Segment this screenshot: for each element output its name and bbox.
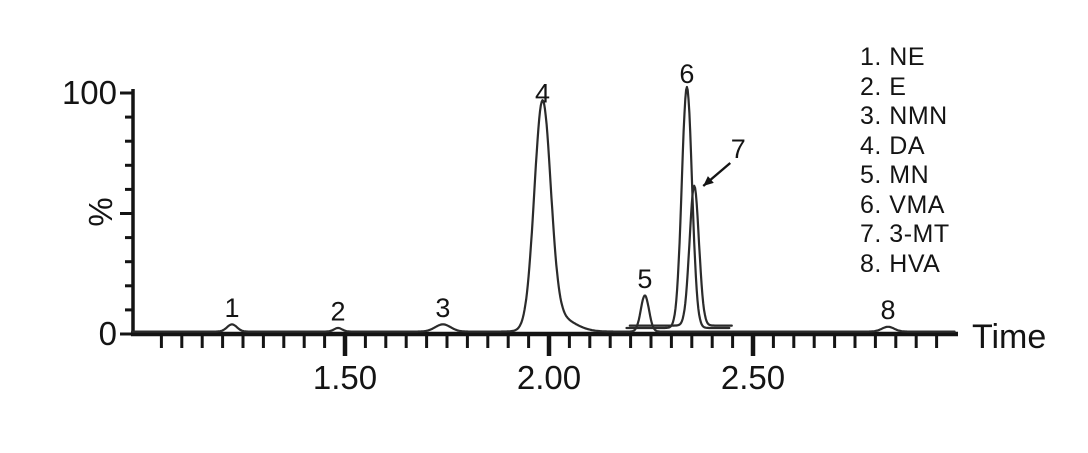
legend: 1. NE 2. E 3. NMN 4. DA 5. MN 6. VMA 7. 3-MT 8.… [860, 43, 950, 279]
legend-item: 8. HVA [860, 249, 941, 278]
trace-mt-trace [628, 184, 733, 327]
y-axis-title: % [82, 197, 119, 226]
peak-label-1: 1 [224, 293, 239, 323]
legend-item: 1. NE [860, 43, 926, 71]
peak-label-5: 5 [637, 264, 652, 294]
x-tick-label: 2.00 [517, 359, 581, 396]
trace-vma-trace [625, 85, 731, 330]
y-tick-label: 0 [99, 315, 117, 352]
peak-label-3: 3 [435, 293, 450, 323]
trace-main [130, 99, 956, 333]
peak-label-2: 2 [331, 296, 346, 326]
legend-item: 6. VMA [860, 190, 945, 219]
peak-7-arrowhead [703, 176, 714, 186]
legend-item: 3. NMN [860, 102, 948, 130]
peak-label-6: 6 [679, 59, 694, 89]
peak-label-4: 4 [535, 78, 550, 108]
legend-item: 2. E [860, 72, 907, 101]
legend-item: 5. MN [860, 161, 930, 189]
y-tick-label: 100 [62, 74, 117, 111]
legend-item: 4. DA [860, 131, 926, 160]
x-tick-label: 1.50 [313, 359, 377, 396]
peak-label-7: 7 [731, 134, 746, 164]
x-axis-title: Time [972, 318, 1046, 356]
peak-label-8: 8 [881, 295, 896, 325]
legend-item: 7. 3-MT [860, 220, 950, 248]
x-tick-label: 2.50 [721, 359, 785, 396]
